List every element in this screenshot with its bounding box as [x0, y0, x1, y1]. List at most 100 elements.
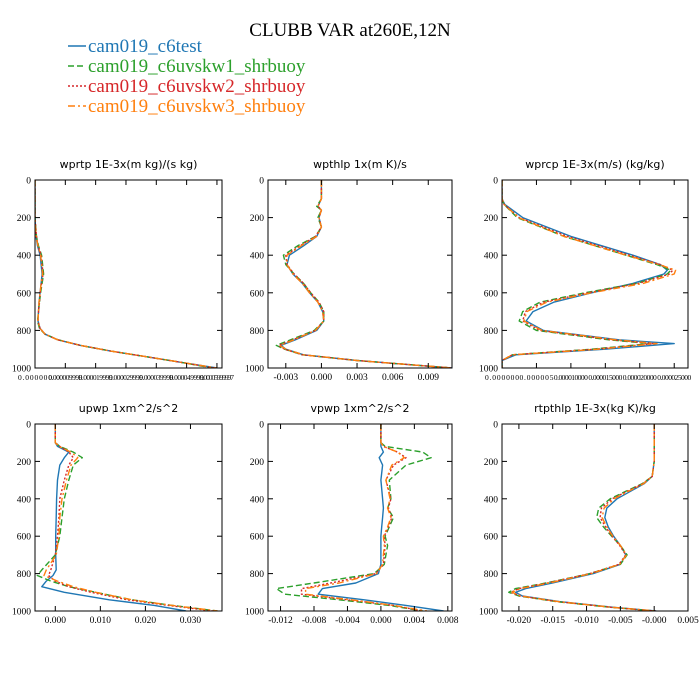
y-tick-label: 0	[26, 177, 31, 187]
y-tick-label: 600	[484, 533, 499, 543]
plot-frame	[267, 423, 453, 612]
y-tick-label: 1000	[12, 365, 31, 375]
panel-title: wprtp 1E-3x(m kg)/(s kg)	[60, 158, 198, 171]
x-tick-label: -0.012	[268, 616, 293, 626]
y-tick-label: 200	[484, 214, 499, 224]
series-line	[41, 424, 187, 611]
y-tick-label: 200	[250, 458, 265, 468]
series-line	[278, 180, 452, 368]
y-tick-label: 1000	[245, 365, 264, 375]
legend-label: cam019_c6uvskw3_shrbuoy	[88, 96, 306, 117]
plot-frame	[34, 423, 223, 612]
y-tick-label: 1000	[479, 608, 498, 618]
y-tick-label: 400	[17, 252, 32, 262]
y-tick-label: 200	[484, 458, 499, 468]
legend-item: cam019_c6uvskw1_shrbuoy	[68, 56, 306, 77]
series-line	[514, 424, 657, 611]
series-line	[300, 424, 423, 611]
chart-panel: upwp 1xm^2/s^2 0 200 400 600 800 1000 0.000 0.01…	[12, 402, 223, 626]
plot-frame	[34, 179, 223, 369]
series-line	[35, 180, 218, 368]
series-line	[502, 180, 674, 368]
plot-frame	[501, 179, 689, 369]
chart-panels: wprtp 1E-3x(m kg)/(s kg) 0 200 400 600 800 100…	[12, 158, 699, 626]
x-tick-label: 0.000020000	[623, 373, 657, 382]
x-tick-label: 0.010	[90, 616, 112, 626]
y-tick-label: 400	[484, 495, 499, 505]
legend-item: cam019_c6uvskw3_shrbuoy	[68, 96, 306, 117]
x-tick-label: 0.020	[135, 616, 157, 626]
x-tick-label: -0.020	[507, 616, 532, 626]
y-tick-label: 400	[250, 495, 265, 505]
x-tick-label: 0.000	[311, 373, 333, 383]
y-tick-label: 600	[250, 289, 265, 299]
series-group	[36, 424, 218, 611]
chart-panel: wpthlp 1x(m K)/s 0 200 400 600 800 1000 -0.003 0…	[245, 158, 453, 383]
x-tick-label: 0.004	[404, 616, 426, 626]
x-tick-label: -0.000	[642, 616, 667, 626]
x-tick-label: 0.005	[677, 616, 699, 626]
series-line	[510, 424, 656, 611]
x-tick-label: -0.010	[574, 616, 599, 626]
plot-frame	[501, 423, 689, 612]
y-tick-label: 400	[17, 495, 32, 505]
x-tick-label: 0.000049999	[170, 373, 204, 382]
legend-label: cam019_c6test	[88, 36, 203, 57]
series-line	[36, 424, 218, 611]
panel-title: rtpthlp 1E-3x(kg K)/kg	[534, 402, 656, 415]
y-tick-label: 0	[493, 177, 498, 187]
chart-panel: wprcp 1E-3x(m/s) (kg/kg) 0 200 400 600 800 100…	[479, 158, 691, 382]
series-line	[317, 424, 444, 611]
x-tick-label: 0.000000	[485, 373, 519, 382]
y-tick-label: 600	[17, 289, 32, 299]
series-line	[279, 180, 452, 368]
y-tick-label: 400	[484, 252, 499, 262]
y-tick-label: 200	[17, 214, 32, 224]
chart-panel: wprtp 1E-3x(m kg)/(s kg) 0 200 400 600 800 100…	[12, 158, 234, 382]
y-tick-label: 800	[484, 327, 499, 337]
series-line	[502, 180, 677, 368]
series-line	[43, 424, 218, 611]
x-tick-label: 0.000039999	[139, 373, 173, 382]
y-tick-label: 800	[484, 570, 499, 580]
series-line	[502, 180, 675, 368]
y-tick-label: 400	[250, 252, 265, 262]
series-line	[35, 180, 218, 368]
x-tick-label: 0.000000	[18, 373, 52, 382]
plot-frame	[267, 179, 453, 369]
series-line	[35, 180, 213, 368]
series-line	[275, 180, 452, 368]
x-tick-label: 0.008	[437, 616, 459, 626]
x-tick-label: 0.000005	[519, 373, 553, 382]
legend-item: cam019_c6uvskw2_shrbuoy	[68, 76, 306, 97]
x-tick-label: 0.000015000	[588, 373, 622, 382]
y-tick-label: 800	[17, 327, 32, 337]
y-tick-label: 0	[493, 421, 498, 431]
series-group	[35, 180, 218, 368]
y-tick-label: 600	[17, 533, 32, 543]
y-tick-label: 800	[17, 570, 32, 580]
legend: cam019_c6testcam019_c6uvskw1_shrbuoycam0…	[68, 36, 306, 117]
series-line	[280, 180, 452, 368]
panel-title: vpwp 1xm^2/s^2	[310, 402, 409, 415]
series-line	[508, 424, 656, 611]
legend-label: cam019_c6uvskw2_shrbuoy	[88, 76, 306, 97]
x-tick-label: 0.030	[180, 616, 202, 626]
y-tick-label: 0	[259, 177, 264, 187]
y-tick-label: 600	[250, 533, 265, 543]
x-tick-label: -0.005	[608, 616, 633, 626]
series-group	[508, 424, 657, 611]
x-tick-label: 0.003	[346, 373, 368, 383]
series-group	[502, 180, 677, 368]
y-tick-label: 0	[259, 421, 264, 431]
x-tick-label: 0.000009999	[48, 373, 82, 382]
legend-label: cam019_c6uvskw1_shrbuoy	[88, 56, 306, 77]
panel-title: wpthlp 1x(m K)/s	[313, 158, 407, 171]
series-line	[275, 424, 432, 611]
y-tick-label: 0	[26, 421, 31, 431]
x-tick-label: 0.000010000	[554, 373, 588, 382]
x-tick-label: -0.015	[540, 616, 565, 626]
y-tick-label: 1000	[245, 608, 264, 618]
y-tick-label: 200	[250, 214, 265, 224]
